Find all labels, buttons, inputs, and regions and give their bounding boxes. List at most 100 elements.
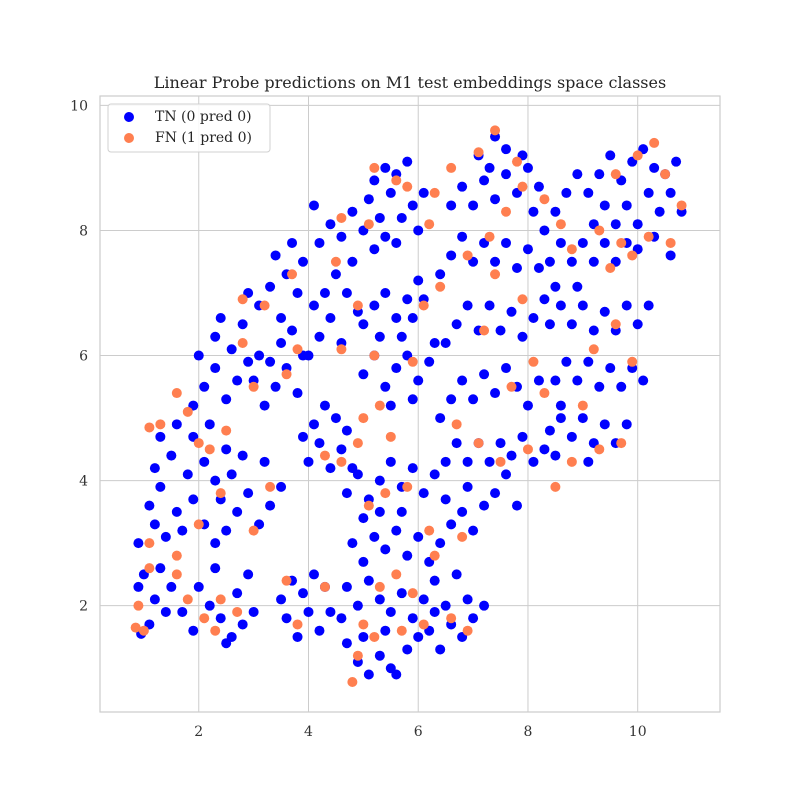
ticks-layer: 2 4 6 8 10 2 4 6 8 10 — [70, 98, 646, 740]
tn-point — [149, 463, 160, 474]
tn-point — [457, 506, 468, 517]
y-tick-label: 6 — [79, 349, 88, 365]
fn-point — [374, 581, 385, 592]
fn-point — [374, 400, 385, 411]
tn-point — [407, 463, 418, 474]
fn-point — [171, 388, 182, 399]
tn-point — [583, 456, 594, 467]
fn-point — [555, 219, 566, 230]
fn-point — [610, 319, 621, 330]
tn-point — [533, 262, 544, 273]
tn-point — [522, 244, 533, 255]
tn-point — [358, 369, 369, 380]
tn-point — [402, 550, 413, 561]
tn-point — [643, 300, 654, 311]
tn-point — [533, 375, 544, 386]
x-tick-label: 8 — [524, 724, 533, 740]
tn-point — [429, 606, 440, 617]
tn-point — [577, 237, 588, 248]
tn-point — [588, 256, 599, 267]
tn-point — [424, 356, 435, 367]
tn-point — [210, 331, 221, 342]
tn-point — [429, 575, 440, 586]
tn-point — [358, 631, 369, 642]
tn-point — [599, 200, 610, 211]
tn-point — [495, 438, 506, 449]
tn-point — [605, 150, 616, 161]
tn-point — [621, 300, 632, 311]
tn-point — [210, 363, 221, 374]
fn-point — [248, 381, 259, 392]
tn-point — [555, 400, 566, 411]
tn-point — [308, 419, 319, 430]
tn-point — [385, 606, 396, 617]
tn-point — [341, 488, 352, 499]
tn-point — [572, 375, 583, 386]
tn-point — [347, 256, 358, 267]
tn-point — [555, 300, 566, 311]
fn-point — [610, 169, 621, 180]
tn-point — [479, 600, 490, 611]
tn-point — [451, 569, 462, 580]
tn-point — [259, 456, 270, 467]
fn-point — [632, 150, 643, 161]
tn-point — [402, 294, 413, 305]
tn-point — [440, 600, 451, 611]
tn-point — [226, 469, 237, 480]
tn-point — [506, 450, 517, 461]
fn-point — [665, 237, 676, 248]
tn-point — [517, 431, 528, 442]
fn-point — [605, 262, 616, 273]
fn-point — [528, 356, 539, 367]
tn-point — [621, 419, 632, 430]
tn-point — [544, 256, 555, 267]
fn-point — [369, 162, 380, 173]
tn-point — [396, 331, 407, 342]
tn-point — [330, 269, 341, 280]
fn-point — [281, 575, 292, 586]
tn-point — [226, 344, 237, 355]
tn-point — [468, 525, 479, 536]
tn-point — [188, 494, 199, 505]
fn-point — [221, 425, 232, 436]
tn-point — [407, 313, 418, 324]
fn-point — [155, 419, 166, 430]
fn-point — [248, 525, 259, 536]
fn-point — [391, 569, 402, 580]
tn-point — [484, 162, 495, 173]
series-fn — [130, 125, 687, 687]
tn-point — [177, 525, 188, 536]
tn-point — [462, 300, 473, 311]
tn-point — [352, 600, 363, 611]
tn-point — [160, 606, 171, 617]
tn-point — [462, 594, 473, 605]
tn-point — [155, 563, 166, 574]
tn-point — [440, 494, 451, 505]
tn-point — [533, 181, 544, 192]
y-tick-label: 2 — [79, 599, 88, 615]
tn-point — [385, 400, 396, 411]
fn-point — [391, 175, 402, 186]
tn-point — [341, 581, 352, 592]
fn-point — [215, 594, 226, 605]
tn-point — [303, 606, 314, 617]
tn-point — [144, 500, 155, 511]
tn-point — [308, 200, 319, 211]
fn-point — [237, 294, 248, 305]
tn-point — [528, 206, 539, 217]
tn-point — [396, 588, 407, 599]
fn-point — [490, 125, 501, 136]
tn-point — [671, 156, 682, 167]
tn-point — [232, 588, 243, 599]
tn-point — [149, 519, 160, 530]
tn-point — [418, 488, 429, 499]
tn-point — [561, 187, 572, 198]
fn-point — [144, 538, 155, 549]
tn-point — [479, 500, 490, 511]
tn-point — [380, 287, 391, 298]
tn-point — [380, 544, 391, 555]
tn-point — [435, 538, 446, 549]
tn-point — [319, 287, 330, 298]
tn-point — [457, 375, 468, 386]
fn-point — [594, 444, 605, 455]
